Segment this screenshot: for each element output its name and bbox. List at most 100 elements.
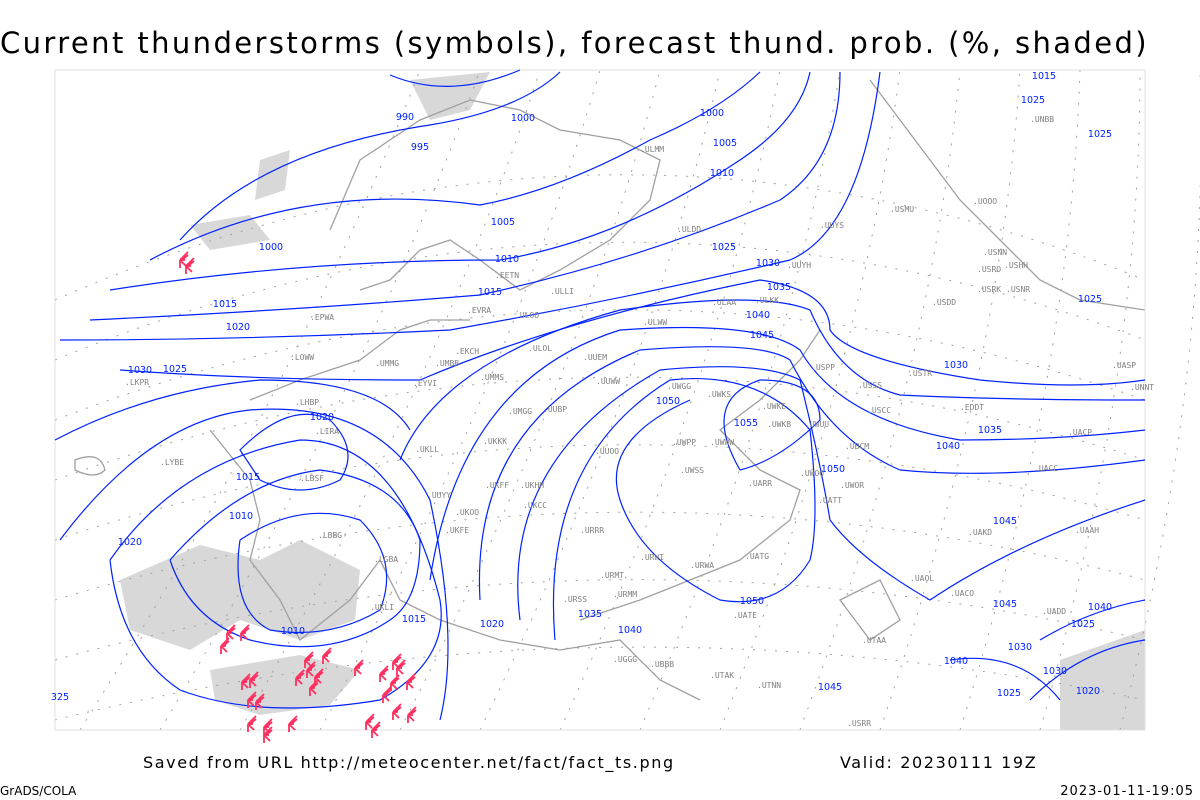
isobar-line bbox=[54, 379, 411, 441]
station-label: .UUYH bbox=[787, 261, 811, 270]
station-label: .UADD bbox=[1042, 607, 1066, 616]
station-label: .UMMS bbox=[480, 373, 504, 382]
isobar-line bbox=[478, 346, 1146, 601]
coastline bbox=[209, 429, 701, 701]
thunderstorm-icon bbox=[379, 665, 389, 682]
isobar-line bbox=[552, 377, 816, 641]
isobar-line bbox=[179, 71, 561, 241]
isobar-line bbox=[89, 71, 841, 321]
isobar-label: 1050 bbox=[740, 596, 764, 607]
isobar-label: 1045 bbox=[750, 330, 774, 341]
thunderstorm-icon bbox=[247, 715, 257, 732]
station-label: .UUEM bbox=[583, 353, 607, 362]
isobar-line bbox=[517, 366, 1146, 621]
station-label: .URRR bbox=[580, 526, 604, 535]
station-label: .LBSF bbox=[300, 474, 324, 483]
thunderstorm-icon bbox=[392, 703, 402, 720]
thunderstorm-icon bbox=[407, 706, 417, 723]
thunderstorm-symbols bbox=[179, 251, 417, 743]
isobar-label: 1035 bbox=[767, 282, 791, 293]
isobar-line bbox=[389, 69, 521, 87]
meridian bbox=[319, 69, 601, 731]
station-label: .UOOO bbox=[973, 197, 997, 206]
coastline bbox=[249, 319, 470, 401]
station-label: .EETN bbox=[495, 271, 519, 280]
isobar-label: 1030 bbox=[1008, 642, 1032, 653]
station-label: .ULOL bbox=[528, 344, 552, 353]
meridian bbox=[959, 69, 1081, 731]
isobar-label: 1045 bbox=[818, 682, 842, 693]
isobar-label: 1015 bbox=[213, 299, 237, 310]
isobar-label: 1040 bbox=[618, 625, 642, 636]
station-label: .UWWW bbox=[710, 438, 734, 447]
isobar-label: 1030 bbox=[128, 365, 152, 376]
isobar-labels: 990 995 1000 1000 1000 1005 1005 1010 1010 1015 10… bbox=[51, 71, 1112, 703]
isobar-label: 1050 bbox=[821, 464, 845, 475]
isobar-line bbox=[949, 599, 1146, 701]
isobar-line bbox=[429, 326, 1146, 581]
station-label: .UATT bbox=[818, 496, 842, 505]
isobar-label: 1035 bbox=[578, 609, 602, 620]
isobars bbox=[54, 69, 1146, 721]
station-label: .UACO bbox=[950, 589, 974, 598]
isobar-label: 1020 bbox=[480, 619, 504, 630]
station-label: .UAAH bbox=[1075, 526, 1099, 535]
thunderstorm-icon bbox=[392, 653, 402, 670]
isobar-line bbox=[399, 299, 1146, 461]
isobar-line bbox=[723, 379, 821, 471]
station-label: .UWOO bbox=[800, 469, 824, 478]
generation-timestamp: 2023-01-11-19:05 bbox=[1060, 784, 1194, 799]
isobar-label: 1030 bbox=[756, 258, 780, 269]
meridian bbox=[559, 69, 781, 731]
lat-lon-grid bbox=[54, 69, 1200, 731]
station-label: .UNBB bbox=[1030, 115, 1054, 124]
station-label: .LBBG bbox=[318, 531, 342, 540]
meridian bbox=[159, 69, 481, 731]
station-label: .UATE bbox=[733, 611, 757, 620]
station-label: .EVRA bbox=[467, 306, 491, 315]
shaded-area bbox=[120, 540, 360, 650]
station-label: .USTR bbox=[908, 369, 932, 378]
isobar-label: 1005 bbox=[713, 138, 737, 149]
station-label: .UWKS bbox=[707, 390, 731, 399]
thunderstorm-icon bbox=[390, 674, 400, 691]
thunderstorm-icon bbox=[247, 691, 257, 708]
isobar-label: 1040 bbox=[936, 441, 960, 452]
station-label: .USRK bbox=[977, 285, 1001, 294]
valid-time: Valid: 20230111 19Z bbox=[840, 753, 1038, 772]
thunderstorm-icon bbox=[304, 651, 314, 668]
isobar-label: 1010 bbox=[710, 168, 734, 179]
station-label: .EKCH bbox=[455, 347, 479, 356]
isobar-line bbox=[169, 469, 421, 648]
station-label: .UKCC bbox=[523, 501, 547, 510]
station-labels: .ULMM .ULOL .UUYS .UUYH .ULLI .EETN .EVRA .ULOO… bbox=[125, 115, 1154, 728]
station-label: .UUYY bbox=[427, 491, 451, 500]
station-label: .UACC bbox=[1034, 464, 1058, 473]
station-label: .UWUU bbox=[805, 420, 829, 429]
station-label: .URSS bbox=[563, 595, 587, 604]
station-label: .URMT bbox=[600, 571, 624, 580]
station-label: .UUWW bbox=[596, 377, 620, 386]
station-label: .UASP bbox=[1112, 361, 1136, 370]
parallel bbox=[54, 646, 1146, 721]
isobar-label: 1040 bbox=[1088, 602, 1112, 613]
station-label: .UGGG bbox=[613, 655, 637, 664]
isobar-label: 1040 bbox=[746, 310, 770, 321]
software-credit: GrADS/COLA bbox=[0, 784, 77, 798]
isobar-label: 1000 bbox=[700, 108, 724, 119]
isobar-label: 1040 bbox=[944, 656, 968, 667]
station-label: .UKKK bbox=[483, 437, 507, 446]
station-label: .USNN bbox=[983, 248, 1007, 257]
station-label: .UTAA bbox=[862, 636, 886, 645]
isobar-label: 990 bbox=[396, 112, 414, 123]
meridian bbox=[479, 69, 721, 731]
isobar-label: 1025 bbox=[1088, 129, 1112, 140]
isobar-label: 995 bbox=[411, 142, 429, 153]
isobar-label: 1005 bbox=[491, 217, 515, 228]
station-label: .EYVI bbox=[413, 379, 437, 388]
isobar-label: 1015 bbox=[402, 614, 426, 625]
station-label: .EDDT bbox=[960, 403, 984, 412]
isobar-label: 1025 bbox=[1021, 95, 1045, 106]
station-label: .UKLL bbox=[415, 445, 439, 454]
thunderstorm-probability-shading bbox=[120, 72, 1145, 730]
